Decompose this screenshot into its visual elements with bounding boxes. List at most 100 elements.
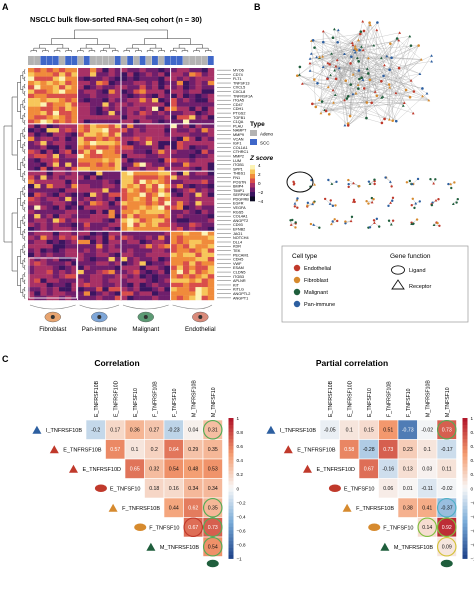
network-edge (393, 106, 404, 121)
heatmap-cell (146, 236, 152, 240)
heatmap-cell (78, 279, 84, 283)
heatmap-cell (189, 214, 195, 218)
receptor-node (361, 20, 364, 23)
dendrogram-branch (86, 44, 109, 48)
heatmap-cell (133, 175, 139, 179)
heatmap-cell (146, 240, 152, 244)
scale-color-step (229, 551, 234, 555)
ligand-node (398, 67, 401, 70)
heatmap-cell (127, 270, 133, 274)
heatmap-cell (90, 81, 96, 85)
dendrogram-branch (40, 44, 63, 48)
heatmap-cell (208, 115, 214, 119)
heatmap-cell (115, 257, 121, 261)
heatmap-cell (34, 111, 40, 115)
scale-color-step (229, 478, 234, 482)
heatmap-cell (152, 81, 158, 85)
heatmap-cell (189, 257, 195, 261)
heatmap-cell (90, 201, 96, 205)
heatmap-cell (208, 205, 214, 209)
heatmap-cell (195, 171, 201, 175)
heatmap-cell (96, 98, 102, 102)
scale-tick-label: 0.8 (471, 430, 474, 435)
heatmap-cell (115, 89, 121, 93)
heatmap-cell (109, 253, 115, 257)
type-cell (102, 56, 108, 65)
heatmap-cell (109, 81, 115, 85)
heatmap-cell (65, 81, 71, 85)
heatmap-cell (102, 283, 108, 287)
ligand-node (358, 185, 360, 187)
heatmap-cell (164, 89, 170, 93)
column-gene-label: E_TNFSF10 (133, 388, 139, 417)
ligand-node (388, 68, 391, 71)
heatmap-cell (34, 244, 40, 248)
heatmap-cell (71, 145, 77, 149)
heatmap-cell (121, 283, 127, 287)
heatmap-cell (84, 77, 90, 81)
heatmap-cell (78, 236, 84, 240)
heatmap-cell (28, 85, 34, 89)
ligand-node (373, 219, 375, 221)
zscore-tick: 4 (258, 163, 261, 168)
panel-a-legends: Type Adeno SCC Z score (249, 121, 274, 162)
heatmap-cell (177, 236, 183, 240)
heatmap-cell (171, 270, 177, 274)
zscore-color-step (250, 179, 255, 184)
heatmap-cell (84, 107, 90, 111)
heatmap-cell (40, 244, 46, 248)
scale-color-step (463, 432, 468, 436)
heatmap-cell (140, 102, 146, 106)
network-edge (302, 84, 328, 87)
dendrogram-branch (17, 257, 20, 286)
partial-correlation-title: Partial correlation (316, 358, 388, 368)
heatmap-cell (102, 240, 108, 244)
heatmap-cell (133, 171, 139, 175)
scale-color-step (463, 534, 468, 538)
heatmap-cell (115, 210, 121, 214)
heatmap-cell (34, 72, 40, 76)
dendrogram-branch (54, 51, 60, 53)
heatmap-cell (28, 236, 34, 240)
heatmap-cell (96, 137, 102, 141)
heatmap-cell (90, 291, 96, 295)
heatmap-cell (109, 124, 115, 128)
heatmap-cell (115, 81, 121, 85)
ligand-node (367, 202, 369, 204)
heatmap-cell (115, 274, 121, 278)
network-edge (311, 41, 315, 107)
heatmap-cell (109, 132, 115, 136)
heatmap-cell (78, 188, 84, 192)
heatmap-cell (121, 98, 127, 102)
heatmap-cell (78, 132, 84, 136)
heatmap-cell (127, 266, 133, 270)
heatmap-cell (71, 85, 77, 89)
zscore-color-step (250, 174, 255, 179)
heatmap-cell (71, 210, 77, 214)
heatmap-cell (78, 291, 84, 295)
heatmap-cell (183, 261, 189, 265)
heatmap-cell (133, 81, 139, 85)
dendrogram-branch (80, 48, 92, 50)
heatmap-cell (102, 291, 108, 295)
heatmap-cell (84, 180, 90, 184)
heatmap-cell (171, 68, 177, 72)
heatmap-cell (140, 175, 146, 179)
heatmap-cell (208, 266, 214, 270)
heatmap-cell (34, 184, 40, 188)
heatmap-cell (152, 253, 158, 257)
matrix-value: 0.36 (130, 428, 140, 434)
heatmap-cell (133, 244, 139, 248)
heatmap-cell (140, 163, 146, 167)
ligand-node (369, 226, 371, 228)
adeno-label: Adeno (260, 132, 274, 137)
heatmap-cell (189, 150, 195, 154)
heatmap-cell (109, 287, 115, 291)
heatmap-cell (71, 253, 77, 257)
heatmap-cell (78, 210, 84, 214)
heatmap-cell (164, 81, 170, 85)
heatmap-cell (140, 94, 146, 98)
heatmap-cell (121, 240, 127, 244)
heatmap-cell (84, 111, 90, 115)
